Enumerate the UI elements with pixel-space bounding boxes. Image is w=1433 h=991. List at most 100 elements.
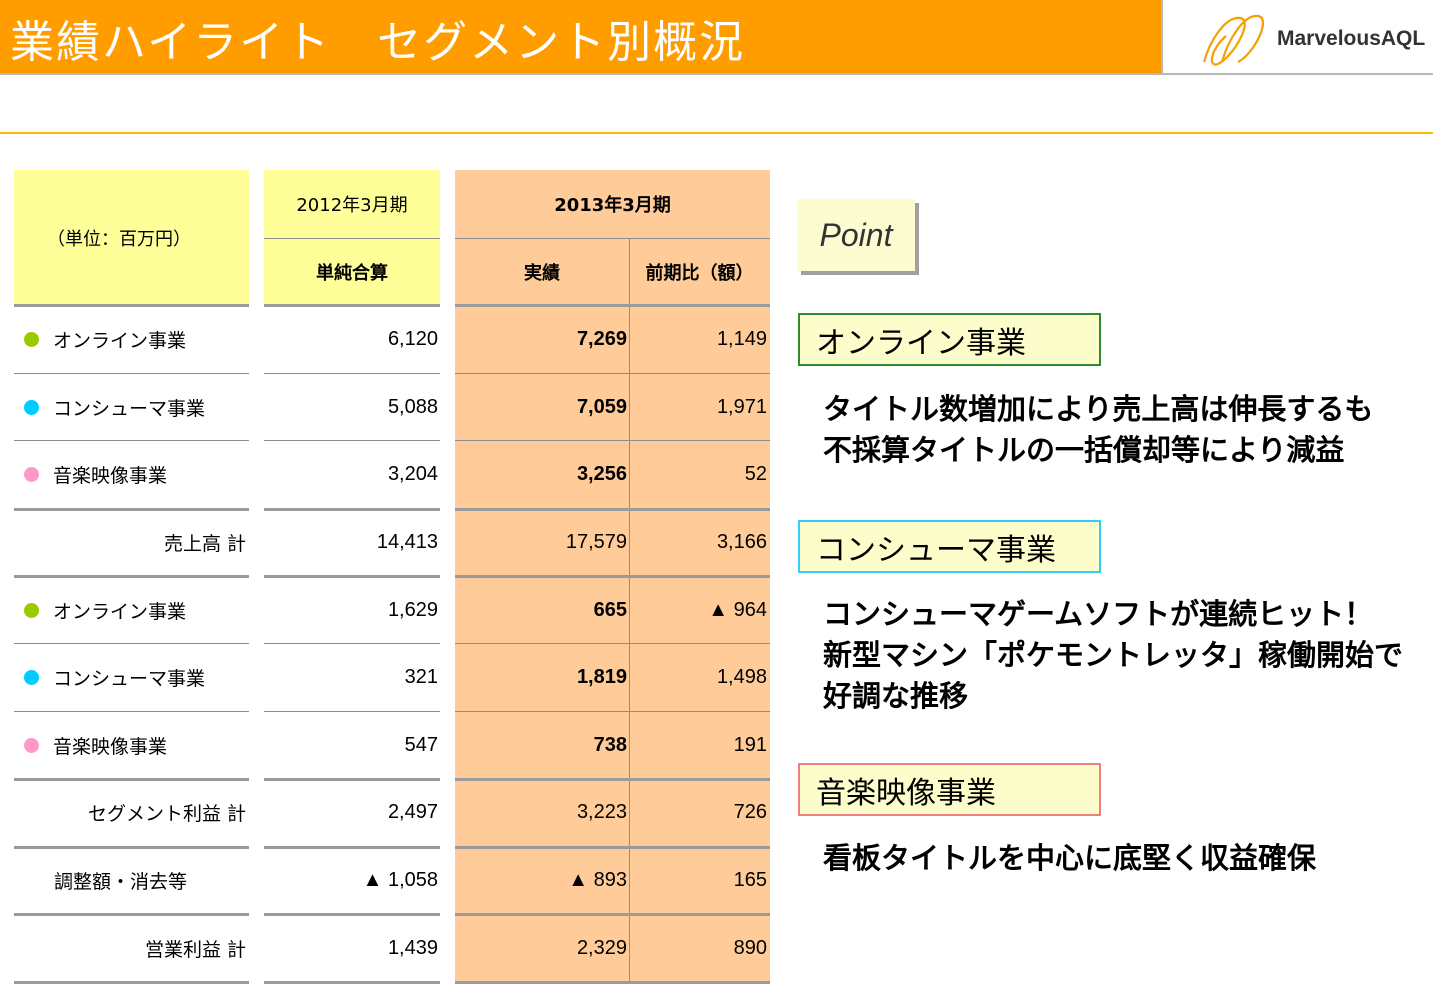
segment-box-music: 音楽映像事業	[798, 763, 1101, 816]
row-label: コンシューマ事業	[24, 374, 244, 442]
value-prev: 547	[404, 733, 438, 756]
value-prev: 14,413	[376, 531, 438, 554]
unit-label: （単位：百万円）	[47, 228, 191, 250]
column-divider	[629, 238, 630, 982]
value-diff: 890	[733, 936, 767, 959]
gold-divider	[0, 132, 1433, 134]
row-label: 音楽映像事業	[24, 712, 244, 780]
segment-box-consumer: コンシューマ事業	[798, 520, 1101, 573]
value-diff: 1,498	[716, 666, 767, 689]
row-divider	[455, 304, 770, 307]
row-divider	[264, 373, 440, 374]
col-diff-header: 前期比（額）	[645, 262, 754, 284]
segment-text-consumer: コンシューマゲームソフトが連続ヒット！ 新型マシン「ポケモントレッタ」稼働開始で…	[823, 594, 1403, 717]
row-divider	[455, 913, 770, 916]
row-label: オンライン事業	[24, 576, 244, 644]
prev-header-bg	[264, 170, 440, 305]
row-label: オンライン事業	[24, 306, 244, 374]
row-label-text: オンライン事業	[53, 330, 187, 353]
row-divider	[455, 981, 770, 984]
value-actual: 3,223	[576, 801, 627, 824]
value-actual: 665	[593, 598, 627, 621]
value-prev: ▲ 1,058	[362, 869, 438, 892]
row-divider	[264, 711, 440, 712]
segment-dot	[24, 399, 39, 415]
segment-dot	[24, 332, 39, 348]
value-prev: 2,497	[387, 801, 438, 824]
value-actual: 7,059	[576, 395, 627, 418]
row-label-text: コンシューマ事業	[53, 397, 206, 420]
segment-box-online: オンライン事業	[798, 313, 1101, 366]
value-diff: ▲ 964	[708, 598, 767, 621]
row-label-text: 調整額・消去等	[54, 871, 188, 894]
text-line: コンシューマゲームソフトが連続ヒット！	[823, 597, 1374, 631]
value-diff: 191	[733, 733, 767, 756]
row-divider	[455, 373, 770, 374]
value-actual: 2,329	[576, 936, 627, 959]
row-divider	[14, 643, 249, 644]
value-prev: 5,088	[387, 395, 438, 418]
row-divider	[14, 304, 249, 307]
value-diff: 165	[733, 869, 767, 892]
row-label-text: 売上高 計	[163, 533, 246, 556]
text-line: 不採算タイトルの一括償却等により減益	[823, 433, 1345, 467]
point-badge: Point	[797, 199, 915, 271]
logo-separator	[1161, 0, 1163, 75]
row-divider	[455, 846, 770, 849]
logo-text: MarvelousAQL	[1277, 27, 1426, 50]
text-line: 新型マシン「ポケモントレッタ」稼働開始で	[823, 638, 1404, 672]
row-label: セグメント利益 計	[14, 779, 246, 847]
segment-text-music: 看板タイトルを中心に底堅く収益確保	[823, 838, 1316, 879]
row-divider	[264, 575, 440, 578]
row-divider	[455, 575, 770, 578]
value-diff: 52	[744, 463, 767, 486]
row-divider	[14, 913, 249, 916]
label-header-bg	[14, 170, 249, 305]
row-divider	[264, 913, 440, 916]
row-divider	[455, 643, 770, 644]
segment-text-online: タイトル数増加により売上高は伸長するも 不採算タイトルの一括償却等により減益	[823, 389, 1373, 471]
value-diff: 1,971	[716, 395, 767, 418]
row-label-text: 営業利益 計	[144, 938, 246, 961]
row-divider	[14, 373, 249, 374]
row-divider	[455, 440, 770, 441]
value-actual: 3,256	[576, 463, 627, 486]
text-line: タイトル数増加により売上高は伸長するも	[823, 392, 1374, 426]
header-inner-line	[455, 238, 770, 239]
row-divider	[264, 981, 440, 984]
value-prev: 1,439	[387, 936, 438, 959]
row-divider	[264, 440, 440, 441]
col-actual-header: 実績	[524, 262, 560, 284]
period-prev-header: 2012年3月期	[296, 195, 408, 216]
row-divider	[455, 711, 770, 712]
row-label: コンシューマ事業	[24, 644, 244, 712]
value-actual: 7,269	[576, 328, 627, 351]
row-divider	[14, 981, 249, 984]
period-curr-header: 2013年3月期	[554, 195, 671, 216]
value-actual: ▲ 893	[568, 869, 627, 892]
segment-dot	[24, 467, 39, 483]
marvelous-logo-icon	[1202, 14, 1265, 66]
row-label: 営業利益 計	[14, 914, 246, 982]
value-diff: 726	[733, 801, 767, 824]
row-divider	[455, 778, 770, 781]
row-label: 売上高 計	[14, 509, 246, 577]
value-actual: 1,819	[576, 666, 627, 689]
col-prev-header: 単純合算	[316, 262, 388, 284]
row-divider	[14, 711, 249, 712]
value-prev: 1,629	[387, 598, 438, 621]
row-divider	[14, 846, 249, 849]
row-divider	[14, 778, 249, 781]
text-line: 好調な推移	[823, 679, 969, 713]
row-label-text: 音楽映像事業	[53, 465, 168, 488]
row-label-text: コンシューマ事業	[53, 668, 206, 691]
segment-dot	[24, 602, 39, 618]
header-divider	[0, 73, 1433, 75]
row-divider	[264, 508, 440, 511]
row-label: 音楽映像事業	[24, 441, 244, 509]
row-label-text: セグメント利益 計	[87, 803, 246, 826]
segment-dot	[24, 670, 39, 686]
page-title: 業績ハイライト セグメント別概況	[10, 17, 746, 68]
value-prev: 3,204	[387, 463, 438, 486]
row-divider	[264, 304, 440, 307]
